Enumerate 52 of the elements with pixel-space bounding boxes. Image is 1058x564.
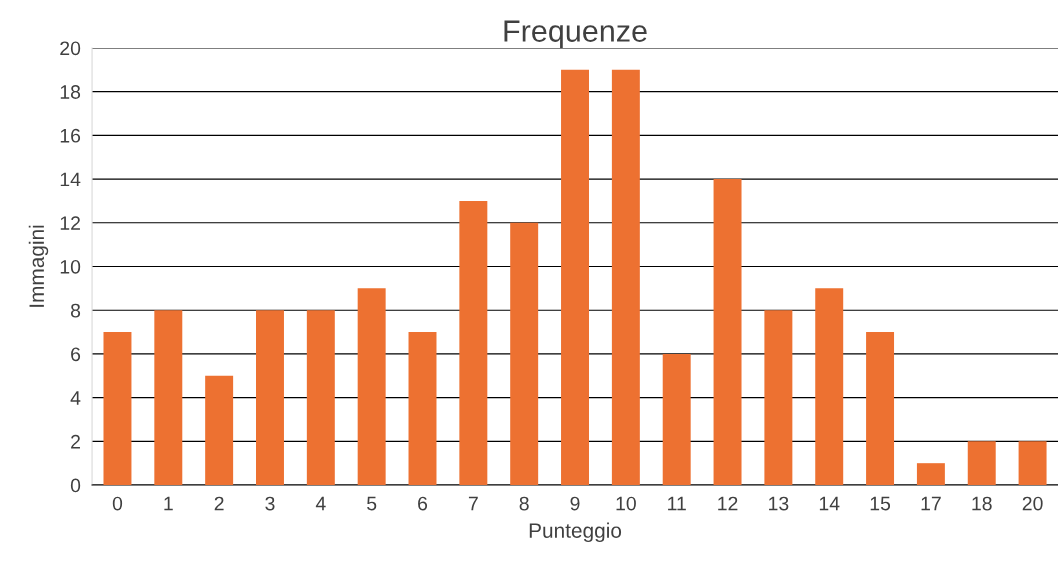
x-axis-title: Punteggio (529, 522, 622, 543)
y-tick-label: 6 (71, 347, 81, 362)
x-tick-label: 14 (819, 496, 840, 511)
x-tick-label: 11 (668, 496, 686, 511)
x-tick-label: 3 (265, 496, 275, 511)
y-axis-title: Immagini (28, 225, 49, 307)
y-tick-label: 18 (60, 85, 81, 99)
bar (662, 353, 691, 486)
y-tick-label: 10 (60, 259, 81, 274)
bar (866, 332, 895, 486)
bar (1018, 441, 1047, 486)
y-tick-label: 16 (60, 128, 81, 143)
y-tick-label: 0 (70, 478, 81, 493)
y-tick-label: 8 (70, 303, 81, 318)
x-tick-label: 8 (519, 496, 529, 511)
bar (611, 69, 640, 486)
bar (357, 288, 386, 486)
bar (967, 441, 996, 486)
x-tick-label: 12 (718, 496, 738, 511)
y-tick-label: 20 (60, 41, 81, 56)
bar (408, 332, 437, 486)
x-tick-label: 5 (367, 496, 377, 511)
x-tick-label: 18 (972, 496, 992, 511)
x-tick-label: 6 (418, 496, 428, 511)
y-tick-label: 12 (60, 216, 80, 230)
bar (205, 375, 234, 486)
y-tick-label: 4 (70, 391, 81, 405)
chart-title: Frequenze (504, 20, 647, 48)
x-tick-label: 4 (315, 496, 326, 511)
bar (815, 288, 844, 486)
bar (103, 332, 132, 486)
x-tick-label: 7 (468, 496, 478, 511)
bar (713, 179, 742, 486)
x-tick-label: 15 (870, 496, 891, 511)
y-tick-label: 2 (71, 434, 80, 449)
bar (154, 310, 183, 486)
x-tick-label: 17 (921, 496, 941, 511)
y-tick-label: 14 (60, 172, 81, 187)
x-tick-label: 9 (570, 496, 580, 511)
bar (459, 200, 488, 486)
bar (510, 222, 539, 486)
x-tick-label: 10 (616, 496, 636, 511)
bar (306, 310, 335, 486)
x-tick-label: 0 (112, 496, 123, 511)
x-tick-label: 20 (1022, 496, 1043, 511)
bar (764, 310, 793, 486)
x-tick-label: 1 (164, 496, 173, 511)
x-tick-label: 13 (769, 496, 789, 511)
bar (256, 310, 284, 486)
bar (561, 69, 589, 486)
x-tick-label: 2 (214, 496, 224, 511)
bar (916, 463, 945, 486)
